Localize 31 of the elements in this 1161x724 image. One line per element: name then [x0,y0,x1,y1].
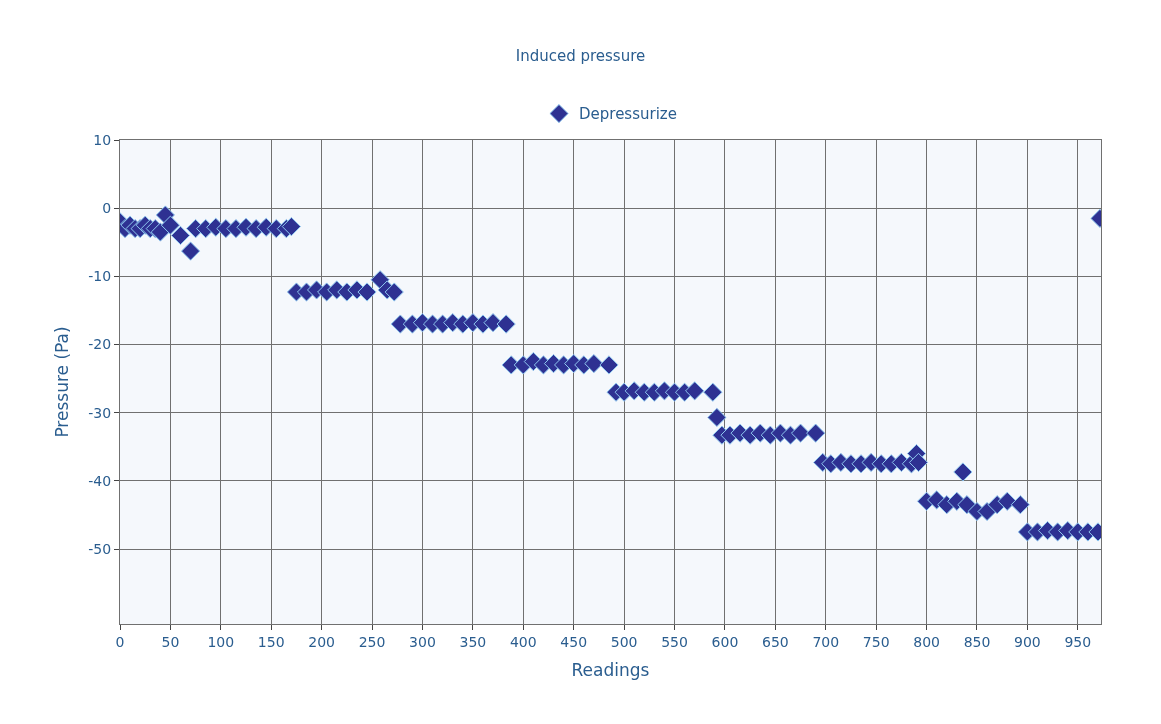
x-tick-label: 600 [711,633,739,650]
x-tick-label: 50 [161,633,180,650]
x-tick-label: 750 [862,633,890,650]
y-tick-label: 0 [102,200,112,217]
x-tick-label: 500 [610,633,638,650]
x-tick-label: 0 [115,633,125,650]
x-tick-label: 900 [1014,633,1041,650]
x-tick-label: 400 [509,633,537,650]
y-axis-title: Pressure (Pa) [51,326,72,438]
x-tick-label: 100 [207,633,235,650]
x-tick-label: 700 [812,633,840,650]
legend-label: Depressurize [579,105,677,124]
y-tick-label: -10 [88,268,112,285]
x-tick-label: 650 [761,633,789,650]
x-tick-label: 550 [661,633,688,650]
x-tick-label: 350 [459,633,487,650]
y-tick-label: 10 [93,131,112,148]
y-tick-label: -40 [88,472,112,489]
x-tick-label: 300 [409,633,436,650]
chart-title: Induced pressure [515,47,646,66]
x-tick-label: 450 [560,633,588,650]
x-axis-title: Readings [571,660,650,681]
y-tick-label: -30 [88,404,112,421]
x-tick-label: 150 [257,633,285,650]
x-tick-label: 800 [913,633,940,650]
x-tick-label: 950 [1064,633,1092,650]
x-tick-label: 250 [358,633,386,650]
x-tick-label: 200 [308,633,336,650]
y-tick-label: -50 [88,540,112,557]
y-tick-label: -20 [88,336,112,353]
x-tick-label: 850 [963,633,991,650]
